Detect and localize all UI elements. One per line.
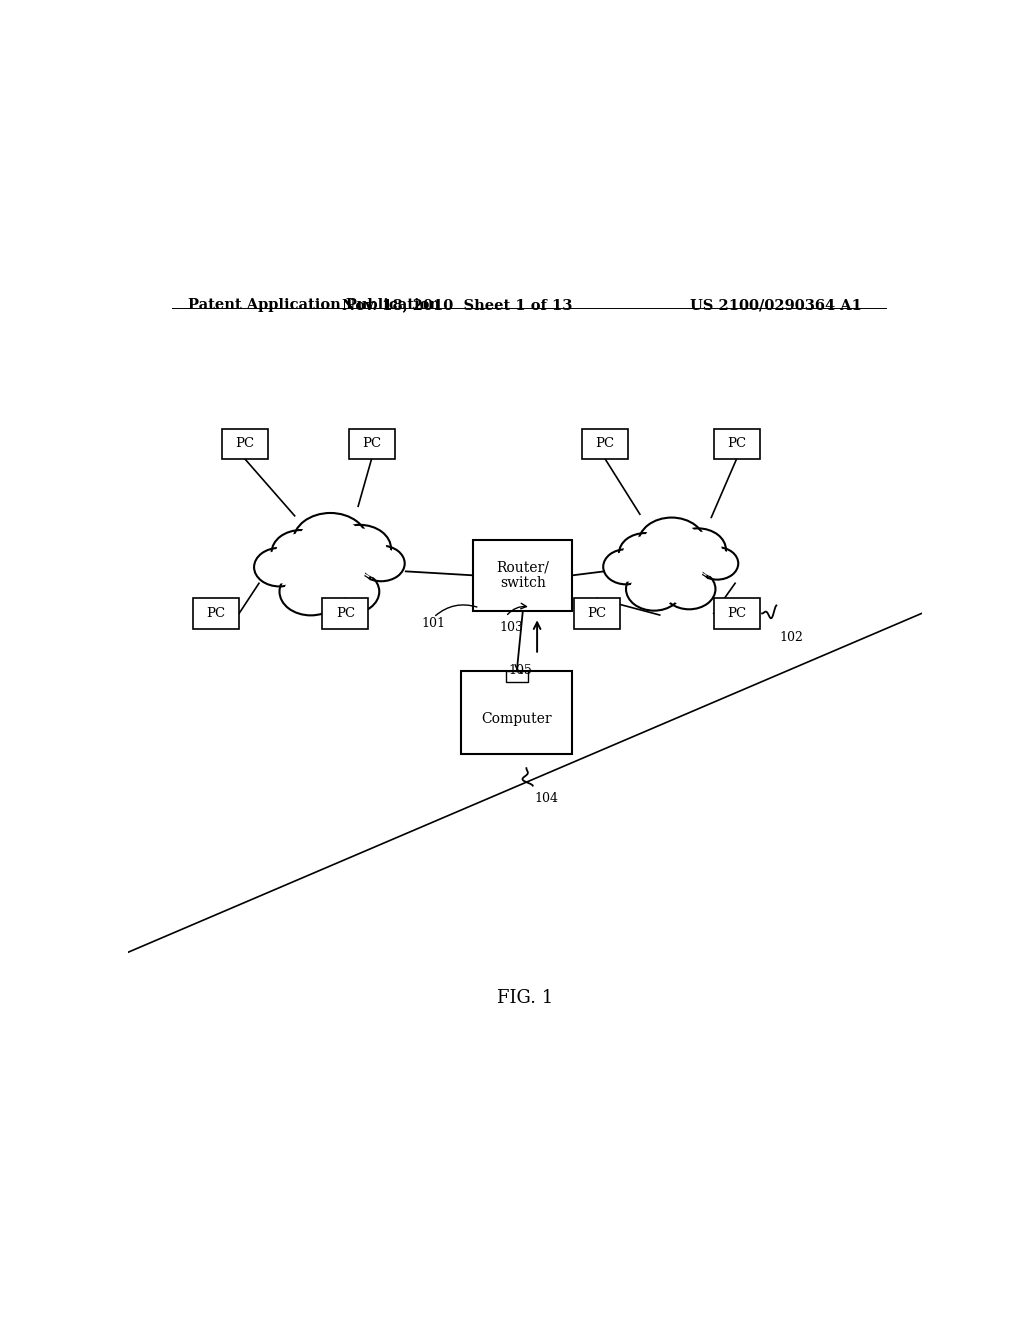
Ellipse shape — [254, 548, 305, 586]
Ellipse shape — [603, 549, 649, 585]
Ellipse shape — [296, 546, 366, 595]
Ellipse shape — [285, 572, 338, 611]
Text: 103: 103 — [500, 620, 523, 634]
Text: PC: PC — [595, 437, 614, 450]
FancyBboxPatch shape — [323, 598, 369, 628]
Ellipse shape — [333, 528, 386, 569]
FancyBboxPatch shape — [221, 429, 267, 458]
Text: Patent Application Publication: Patent Application Publication — [187, 298, 439, 313]
Text: US 2100/0290364 A1: US 2100/0290364 A1 — [690, 298, 862, 313]
Ellipse shape — [635, 545, 709, 595]
Text: PC: PC — [336, 607, 355, 620]
FancyBboxPatch shape — [506, 671, 528, 682]
Ellipse shape — [280, 568, 342, 615]
Text: PC: PC — [236, 437, 254, 450]
Ellipse shape — [667, 572, 712, 606]
Ellipse shape — [329, 525, 391, 573]
Text: PC: PC — [362, 437, 381, 450]
Text: Router/
switch: Router/ switch — [497, 560, 549, 590]
Ellipse shape — [293, 513, 368, 569]
FancyBboxPatch shape — [574, 598, 621, 628]
Text: PC: PC — [727, 607, 746, 620]
Ellipse shape — [258, 550, 301, 583]
Ellipse shape — [626, 568, 682, 611]
Ellipse shape — [674, 532, 722, 569]
FancyBboxPatch shape — [582, 429, 628, 458]
Text: PC: PC — [727, 437, 746, 450]
Ellipse shape — [630, 570, 678, 607]
Ellipse shape — [357, 545, 404, 581]
Ellipse shape — [606, 552, 645, 582]
Ellipse shape — [670, 528, 726, 572]
Ellipse shape — [640, 548, 702, 591]
Text: 104: 104 — [535, 792, 558, 805]
Text: Computer: Computer — [481, 711, 552, 726]
FancyBboxPatch shape — [714, 429, 760, 458]
Ellipse shape — [696, 548, 738, 579]
Ellipse shape — [638, 517, 705, 569]
Text: 101: 101 — [422, 618, 445, 631]
Ellipse shape — [325, 573, 375, 611]
Text: PC: PC — [207, 607, 225, 620]
Text: 102: 102 — [779, 631, 804, 644]
Ellipse shape — [321, 569, 379, 614]
Text: FIG. 1: FIG. 1 — [497, 989, 553, 1007]
Ellipse shape — [299, 517, 361, 565]
Ellipse shape — [699, 549, 735, 577]
FancyBboxPatch shape — [714, 598, 760, 628]
FancyBboxPatch shape — [348, 429, 394, 458]
Text: PC: PC — [588, 607, 606, 620]
Ellipse shape — [276, 533, 326, 572]
FancyBboxPatch shape — [194, 598, 240, 628]
FancyBboxPatch shape — [461, 671, 572, 754]
FancyBboxPatch shape — [473, 540, 572, 611]
Ellipse shape — [643, 521, 700, 565]
Ellipse shape — [618, 533, 672, 574]
Ellipse shape — [361, 548, 401, 578]
Text: 105: 105 — [509, 664, 532, 677]
Ellipse shape — [271, 531, 331, 574]
Ellipse shape — [290, 543, 372, 599]
Text: Nov. 18, 2010  Sheet 1 of 13: Nov. 18, 2010 Sheet 1 of 13 — [342, 298, 572, 313]
Ellipse shape — [623, 536, 668, 570]
Ellipse shape — [663, 569, 716, 610]
